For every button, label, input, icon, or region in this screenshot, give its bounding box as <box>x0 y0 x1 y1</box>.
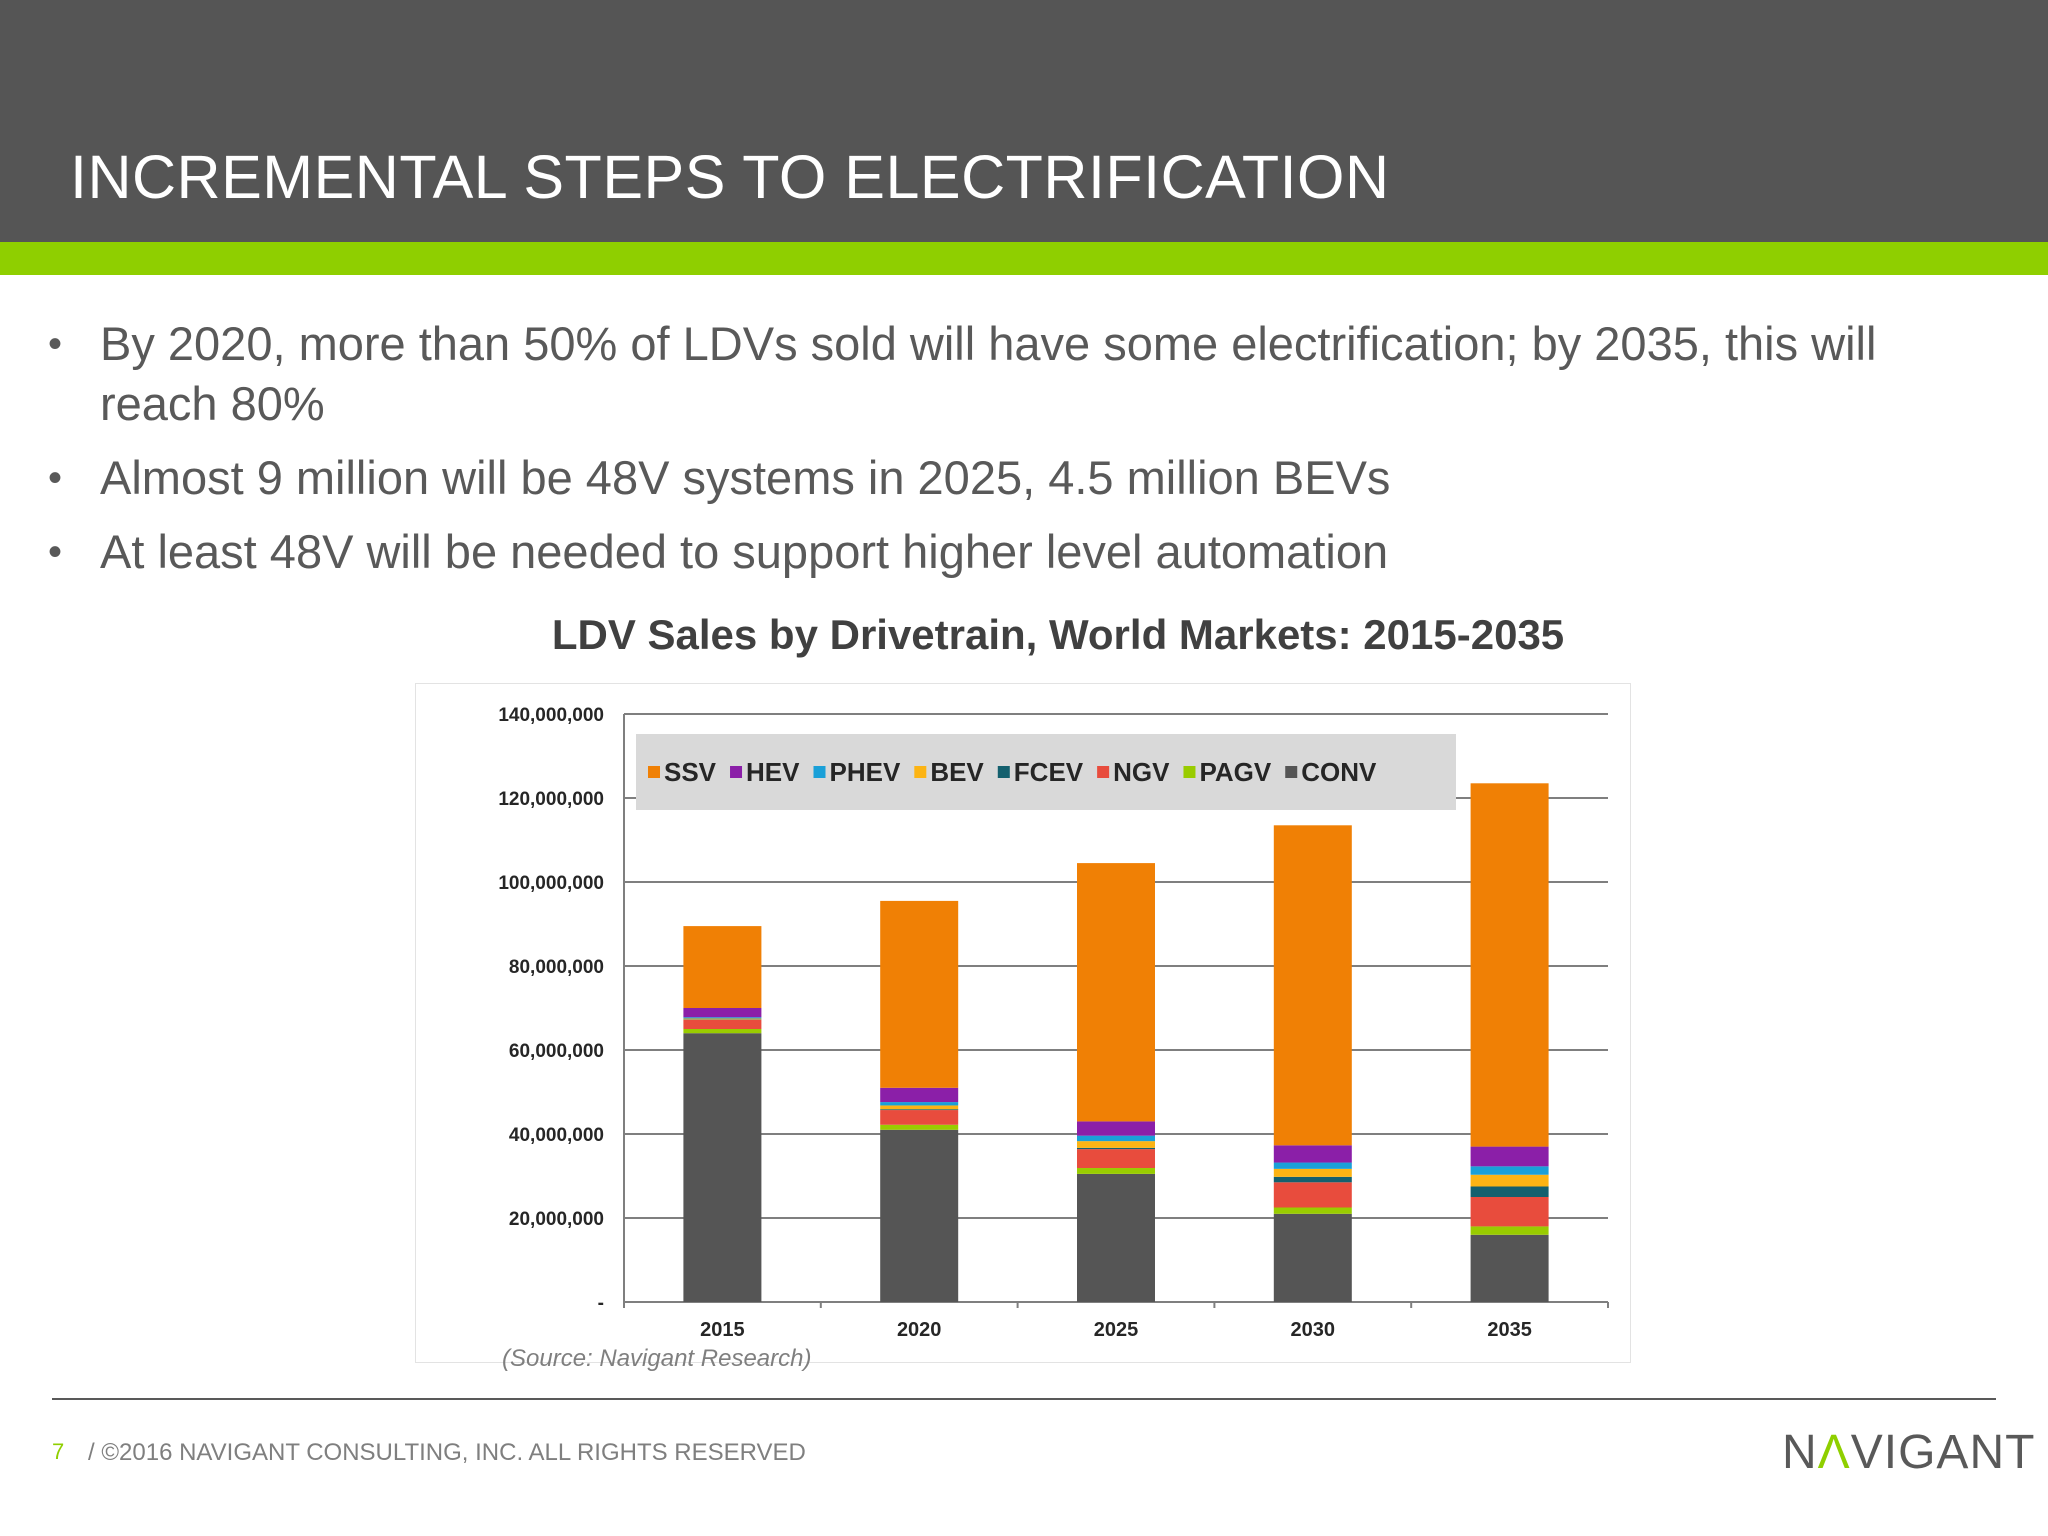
legend-label-pagv: PAGV <box>1199 757 1271 787</box>
x-tick-label: 2015 <box>700 1319 745 1341</box>
y-tick-label: 120,000,000 <box>498 789 604 810</box>
bar-segment-ngv-2020 <box>880 1110 959 1125</box>
legend-box <box>636 734 1456 810</box>
bar-segment-conv-2035 <box>1470 1234 1549 1302</box>
bar-segment-pagv-2035 <box>1470 1226 1549 1235</box>
bar-segment-ssv-2015 <box>683 926 762 1008</box>
slide-title: INCREMENTAL STEPS TO ELECTRIFICATION <box>70 143 1390 211</box>
legend-swatch-bev <box>914 766 927 778</box>
bar-segment-ngv-2025 <box>1077 1149 1155 1169</box>
legend-label-hev: HEV <box>746 757 800 787</box>
legend-swatch-conv <box>1285 766 1298 778</box>
bullet-item: Almost 9 million will be 48V systems in … <box>48 448 1998 508</box>
legend-swatch-fcev <box>997 766 1010 778</box>
bullet-list: By 2020, more than 50% of LDVs sold will… <box>48 314 1998 582</box>
bar-segment-bev-2035 <box>1470 1174 1549 1187</box>
bar-segment-ssv-2025 <box>1077 863 1155 1122</box>
bar-segment-bev-2015 <box>683 1018 762 1020</box>
bar-segment-ssv-2035 <box>1470 783 1549 1147</box>
page-number: 7 <box>52 1439 65 1464</box>
legend-label-ssv: SSV <box>664 757 717 787</box>
bar-segment-bev-2030 <box>1273 1168 1352 1177</box>
legend-swatch-hev <box>730 766 743 778</box>
logo-text-left: N <box>1782 1426 1818 1479</box>
accent-bar <box>0 242 2048 275</box>
bar-segment-pagv-2025 <box>1077 1168 1155 1174</box>
legend-swatch-ssv <box>648 766 660 778</box>
footer-divider <box>52 1398 1996 1400</box>
y-tick-label: - <box>598 1293 604 1314</box>
bar-segment-ssv-2020 <box>880 900 959 1088</box>
bar-segment-ngv-2015 <box>683 1019 762 1029</box>
bar-segment-conv-2020 <box>880 1129 959 1302</box>
y-tick-label: 60,000,000 <box>509 1041 604 1062</box>
bar-segment-bev-2020 <box>880 1105 959 1110</box>
y-tick-label: 140,000,000 <box>498 705 604 726</box>
legend-swatch-ngv <box>1097 766 1110 778</box>
bar-segment-phev-2030 <box>1273 1162 1352 1169</box>
bar-segment-hev-2030 <box>1273 1145 1352 1163</box>
y-tick-label: 40,000,000 <box>509 1125 604 1146</box>
source-note: (Source: Navigant Research) <box>502 1345 812 1372</box>
y-tick-label: 100,000,000 <box>498 873 604 894</box>
bar-segment-ssv-2030 <box>1273 825 1352 1146</box>
chart-frame: - 20,000,000 40,000,000 60,000,000 80,000,00… <box>415 683 1631 1363</box>
header-bar <box>0 0 2048 242</box>
legend-label-ngv: NGV <box>1113 757 1170 787</box>
bar-segment-phev-2025 <box>1077 1135 1155 1142</box>
bar-segment-ngv-2035 <box>1470 1197 1549 1227</box>
copyright-text: / ©2016 NAVIGANT CONSULTING, INC. ALL RI… <box>88 1439 806 1466</box>
bullet-item: At least 48V will be needed to support h… <box>48 522 1998 582</box>
bar-segment-pagv-2015 <box>683 1029 762 1034</box>
legend-label-conv: CONV <box>1301 757 1377 787</box>
chart-title: LDV Sales by Drivetrain, World Markets: … <box>551 611 1565 658</box>
bar-segment-fcev-2020 <box>880 1109 959 1111</box>
bullet-item: By 2020, more than 50% of LDVs sold will… <box>48 314 1998 434</box>
bar-segment-fcev-2025 <box>1077 1147 1155 1150</box>
bar-segment-conv-2030 <box>1273 1213 1352 1302</box>
bar-segment-conv-2015 <box>683 1033 762 1302</box>
logo-text-right: VIGANT <box>1850 1426 2036 1479</box>
bar-segment-conv-2025 <box>1077 1173 1155 1302</box>
y-tick-label: 20,000,000 <box>509 1209 604 1230</box>
bar-segment-phev-2020 <box>880 1102 959 1106</box>
bar-segment-ngv-2030 <box>1273 1182 1352 1208</box>
navigant-logo: NΛVIGANT <box>1782 1425 2035 1480</box>
bar-segment-bev-2025 <box>1077 1141 1155 1148</box>
bar-segment-hev-2020 <box>880 1087 959 1103</box>
bar-segment-fcev-2035 <box>1470 1186 1549 1197</box>
logo-mark: Λ <box>1817 1426 1851 1479</box>
bar-segment-pagv-2020 <box>880 1124 959 1130</box>
bar-segment-phev-2035 <box>1470 1166 1549 1175</box>
x-tick-label: 2035 <box>1487 1319 1532 1341</box>
bar-segment-hev-2015 <box>683 1008 762 1018</box>
legend-label-phev: PHEV <box>830 757 901 787</box>
legend-swatch-pagv <box>1183 766 1196 778</box>
bar-segment-phev-2015 <box>683 1017 762 1019</box>
legend-label-bev: BEV <box>930 757 984 787</box>
bar-segment-fcev-2030 <box>1273 1176 1352 1183</box>
x-tick-label: 2025 <box>1094 1319 1139 1341</box>
legend-label-fcev: FCEV <box>1014 757 1084 787</box>
x-tick-label: 2030 <box>1291 1319 1336 1341</box>
x-tick-label: 2020 <box>897 1319 942 1341</box>
bar-segment-pagv-2030 <box>1273 1207 1352 1214</box>
stacked-bar-chart: - 20,000,000 40,000,000 60,000,000 80,000,00… <box>498 705 1609 1341</box>
bar-segment-hev-2035 <box>1470 1146 1549 1167</box>
legend-swatch-phev <box>813 766 826 778</box>
y-tick-label: 80,000,000 <box>509 957 604 978</box>
bar-segment-hev-2025 <box>1077 1121 1155 1136</box>
